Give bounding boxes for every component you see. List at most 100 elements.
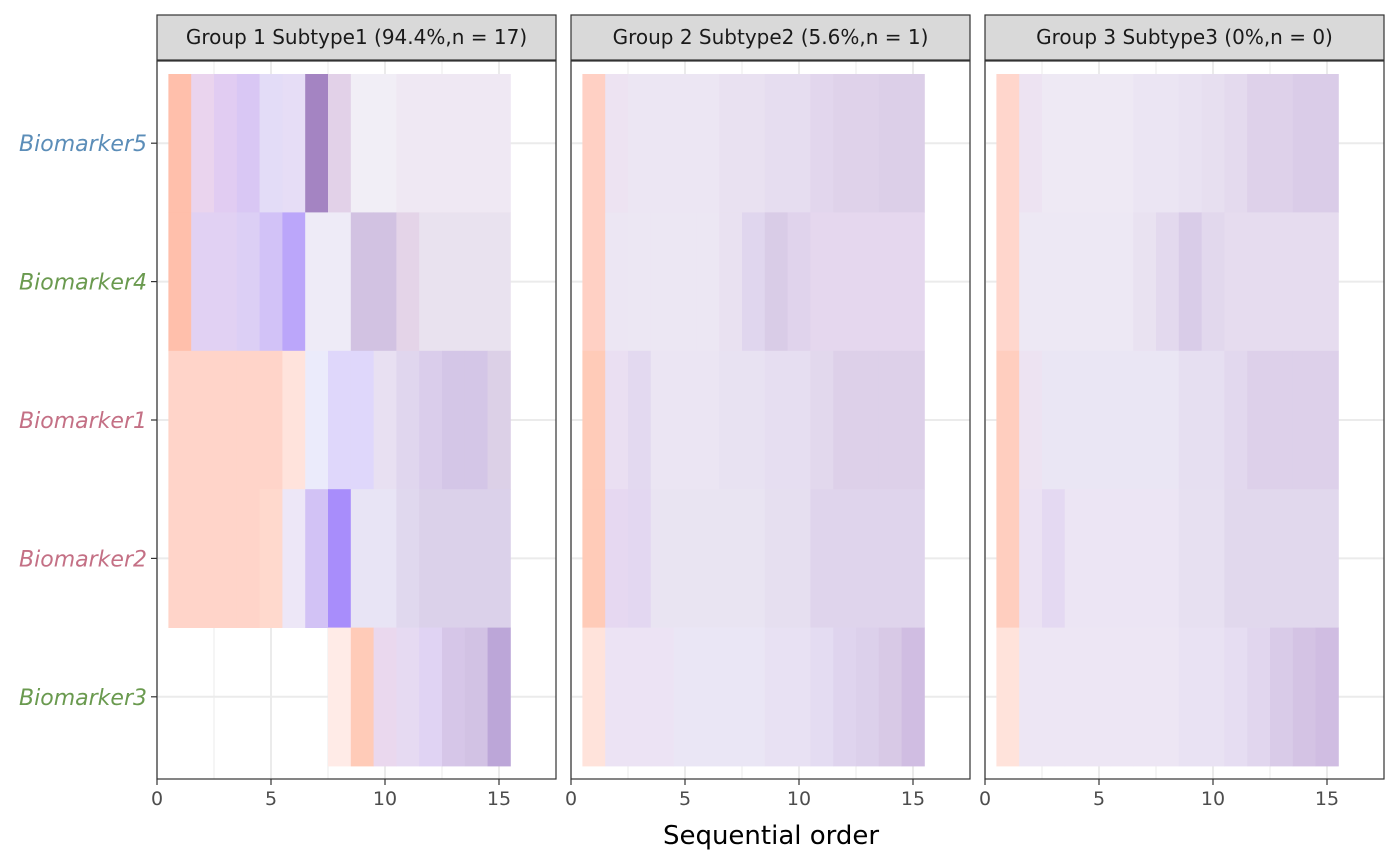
tile-biomarker1-10: [1201, 350, 1225, 490]
tile-biomarker1-2: [191, 350, 215, 490]
tile-biomarker1-14: [464, 350, 488, 490]
tile-biomarker1-3: [214, 350, 238, 490]
tile-biomarker3-12: [1247, 627, 1271, 767]
tile-biomarker2-4: [650, 489, 674, 628]
tile-biomarker1-8: [742, 350, 766, 490]
tile-biomarker5-11: [810, 74, 834, 213]
tile-biomarker1-15: [487, 350, 511, 490]
tile-biomarker1-11: [1224, 350, 1248, 490]
tile-biomarker2-3: [214, 489, 238, 628]
tile-biomarker1-3: [628, 350, 652, 490]
tile-biomarker5-13: [856, 74, 880, 213]
tile-biomarker2-9: [350, 489, 374, 628]
tile-biomarker3-5: [673, 627, 697, 767]
tile-biomarker5-5: [259, 74, 283, 213]
tile-biomarker2-12: [833, 489, 857, 628]
tile-biomarker4-1: [996, 212, 1020, 352]
tile-biomarker3-15: [1315, 627, 1339, 767]
x-tick-label: 5: [679, 788, 691, 810]
tile-biomarker2-1: [996, 489, 1020, 628]
y-tick-label-biomarker5: Biomarker5: [19, 132, 147, 157]
tile-biomarker4-3: [1042, 212, 1066, 352]
tile-biomarker3-14: [1292, 627, 1316, 767]
tile-biomarker1-6: [282, 350, 306, 490]
tile-biomarker1-13: [856, 350, 880, 490]
panel-title-2: Group 2 Subtype2 (5.6%,n = 1): [613, 25, 929, 49]
tile-biomarker2-2: [1019, 489, 1043, 628]
tile-biomarker1-14: [878, 350, 902, 490]
tile-biomarker1-1: [168, 350, 192, 490]
tile-biomarker4-11: [1224, 212, 1248, 352]
tile-biomarker1-3: [1042, 350, 1066, 490]
tile-biomarker5-1: [582, 74, 606, 213]
x-tick-label: 15: [1315, 788, 1339, 810]
tile-biomarker4-12: [1247, 212, 1271, 352]
panel-1: Group 1 Subtype1 (94.4%,n = 17) 0 5 10 15: [151, 14, 557, 810]
tile-biomarker4-4: [1064, 212, 1088, 352]
tile-biomarker1-6: [1110, 350, 1134, 490]
tile-biomarker2-14: [464, 489, 488, 628]
x-axis-1: 0 5 10 15: [151, 779, 511, 810]
tile-biomarker1-15: [1315, 350, 1339, 490]
x-tick-label: 10: [787, 788, 811, 810]
panel-border-2: [570, 60, 971, 780]
tile-biomarker4-3: [628, 212, 652, 352]
tile-biomarker1-10: [787, 350, 811, 490]
tile-biomarker3-11: [810, 627, 834, 767]
y-axis: Biomarker5 Biomarker4 Biomarker1 Biomarker2…: [19, 132, 157, 711]
tile-biomarker2-4: [236, 489, 260, 628]
tile-biomarker5-10: [1201, 74, 1225, 213]
tile-biomarker5-8: [1156, 74, 1180, 213]
tile-biomarker5-9: [350, 74, 374, 213]
tile-biomarker5-11: [1224, 74, 1248, 213]
tile-biomarker3-6: [1110, 627, 1134, 767]
tile-biomarker3-15: [487, 627, 511, 767]
tile-biomarker5-2: [191, 74, 215, 213]
tile-biomarker3-8: [328, 627, 352, 767]
tile-biomarker3-14: [464, 627, 488, 767]
x-tick-label: 15: [901, 788, 925, 810]
x-tick-label: 5: [265, 788, 277, 810]
tile-biomarker5-8: [742, 74, 766, 213]
tile-biomarker3-13: [1270, 627, 1294, 767]
y-tick-label-biomarker2: Biomarker2: [19, 547, 147, 572]
tile-biomarker1-4: [236, 350, 260, 490]
tile-biomarker4-8: [328, 212, 352, 352]
tile-biomarker4-2: [1019, 212, 1043, 352]
tile-biomarker5-12: [1247, 74, 1271, 213]
tile-biomarker1-11: [396, 350, 420, 490]
tile-biomarker4-1: [582, 212, 606, 352]
tiles-1: [168, 74, 511, 767]
tile-biomarker5-11: [396, 74, 420, 213]
tile-biomarker4-4: [236, 212, 260, 352]
tile-biomarker2-12: [1247, 489, 1271, 628]
tile-biomarker4-9: [764, 212, 788, 352]
tile-biomarker2-11: [396, 489, 420, 628]
y-tick-label-biomarker1: Biomarker1: [19, 409, 147, 434]
tile-biomarker5-4: [650, 74, 674, 213]
x-tick-label: 0: [151, 788, 163, 810]
tile-biomarker3-12: [833, 627, 857, 767]
tile-biomarker3-6: [696, 627, 720, 767]
tile-biomarker2-1: [168, 489, 192, 628]
panel-border-3: [984, 60, 1385, 780]
tile-biomarker3-10: [1201, 627, 1225, 767]
tile-biomarker3-11: [1224, 627, 1248, 767]
tile-biomarker2-15: [487, 489, 511, 628]
tile-biomarker4-13: [1270, 212, 1294, 352]
x-tick-label: 0: [979, 788, 991, 810]
tile-biomarker5-1: [168, 74, 192, 213]
tile-biomarker4-11: [810, 212, 834, 352]
strip-box-3: [984, 14, 1385, 61]
tile-biomarker1-13: [442, 350, 466, 490]
tile-biomarker5-2: [605, 74, 629, 213]
tile-biomarker1-7: [1133, 350, 1157, 490]
tile-biomarker2-5: [259, 489, 283, 628]
tile-biomarker1-9: [764, 350, 788, 490]
tile-biomarker1-10: [373, 350, 397, 490]
tile-biomarker1-2: [1019, 350, 1043, 490]
tile-biomarker2-13: [442, 489, 466, 628]
panel-title-3: Group 3 Subtype3 (0%,n = 0): [1036, 25, 1333, 49]
tile-biomarker1-7: [305, 350, 329, 490]
strip-box-1: [156, 14, 557, 61]
